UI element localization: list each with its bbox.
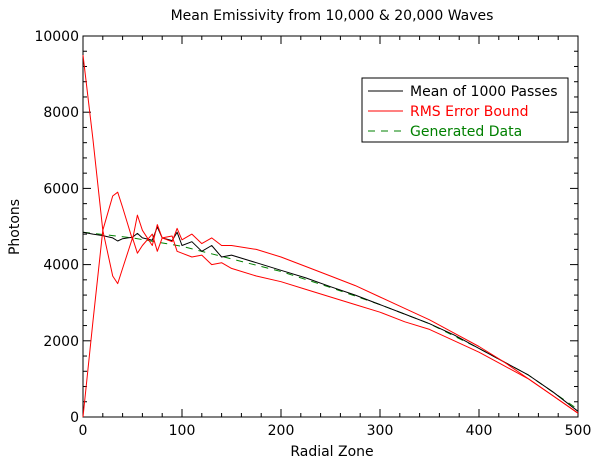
y-tick-label: 0 <box>70 410 79 426</box>
series-generated-data <box>83 232 578 409</box>
legend-label-mean: Mean of 1000 Passes <box>410 84 558 100</box>
legend-label-generated: Generated Data <box>410 124 522 140</box>
x-tick-label: 100 <box>169 423 196 439</box>
x-tick-label: 500 <box>565 423 592 439</box>
legend-label-rms: RMS Error Bound <box>410 104 529 120</box>
y-tick-label: 6000 <box>43 181 79 197</box>
y-tick-label: 8000 <box>43 105 79 121</box>
x-tick-label: 0 <box>79 423 88 439</box>
y-axis-title: Photons <box>7 199 23 255</box>
x-axis-title: Radial Zone <box>290 444 373 460</box>
x-tick-label: 200 <box>268 423 295 439</box>
y-tick-label: 10000 <box>34 29 79 45</box>
y-tick-label: 2000 <box>43 334 79 350</box>
x-tick-label: 400 <box>466 423 493 439</box>
y-tick-label: 4000 <box>43 258 79 274</box>
series-rms-upper <box>83 192 578 417</box>
chart-title: Mean Emissivity from 10,000 & 20,000 Wav… <box>171 8 494 24</box>
legend: Mean of 1000 Passes RMS Error Bound Gene… <box>362 78 568 142</box>
x-tick-label: 300 <box>367 423 394 439</box>
series-mean-of-passes <box>83 227 578 411</box>
